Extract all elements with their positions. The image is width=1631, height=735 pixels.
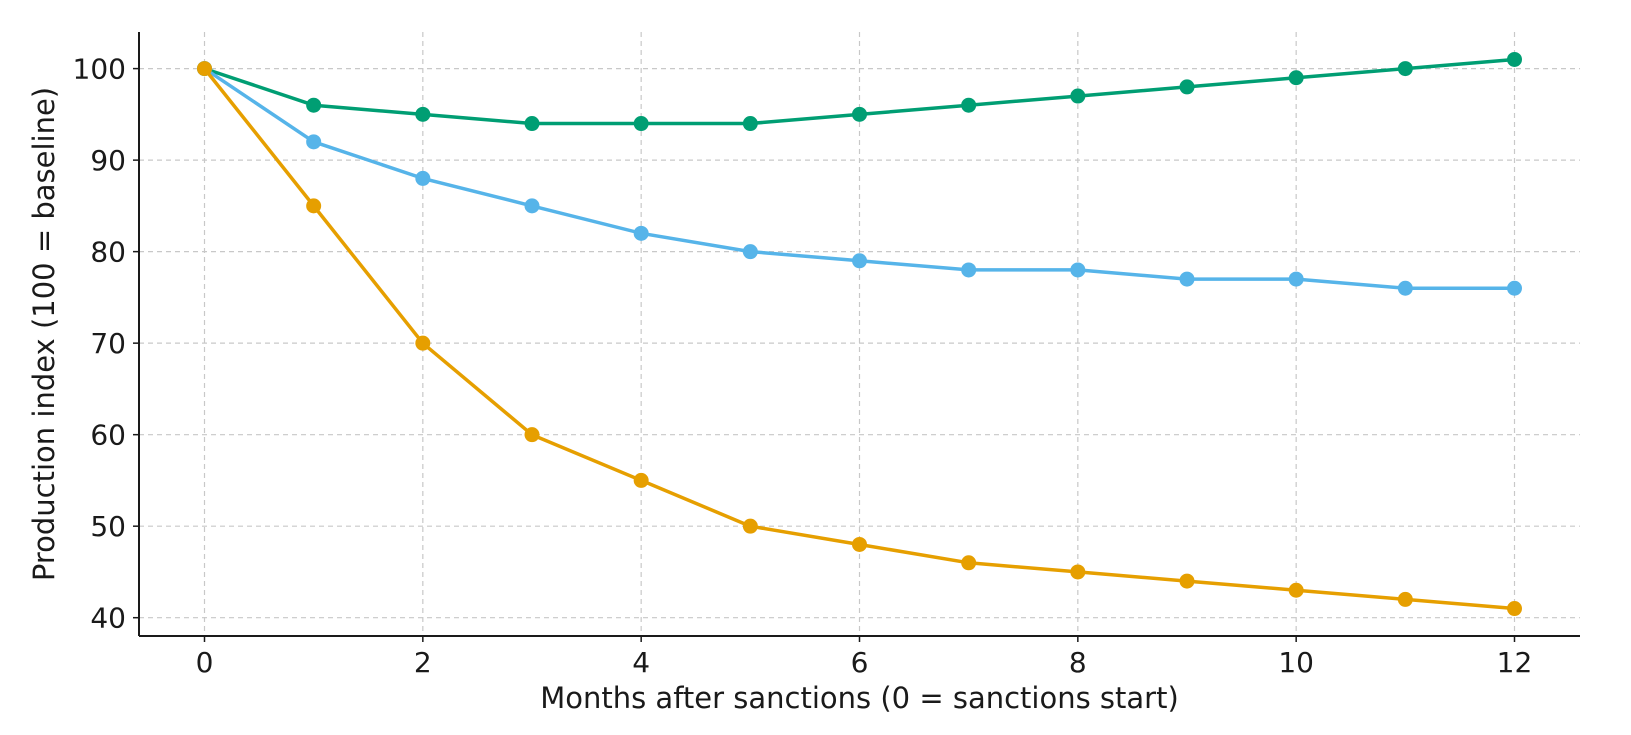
data-point bbox=[524, 198, 540, 214]
series bbox=[197, 51, 1522, 617]
data-point bbox=[633, 225, 649, 241]
x-tick-label: 0 bbox=[196, 646, 214, 679]
data-point bbox=[197, 61, 212, 77]
data-point bbox=[415, 170, 431, 186]
y-tick-label: 60 bbox=[90, 419, 126, 452]
ticks: 0 2 4 6 8 10 12 40 50 60 70 80 90 100 bbox=[73, 53, 1533, 679]
x-tick-label: 8 bbox=[1069, 646, 1087, 679]
data-point bbox=[1397, 61, 1413, 77]
data-point bbox=[1288, 582, 1304, 598]
data-point bbox=[524, 116, 540, 132]
y-tick-label: 40 bbox=[90, 602, 126, 635]
data-point bbox=[306, 198, 322, 214]
data-point bbox=[852, 253, 867, 269]
x-tick-label: 4 bbox=[632, 646, 650, 679]
data-point bbox=[1070, 262, 1086, 278]
data-point bbox=[415, 335, 431, 351]
data-point bbox=[633, 116, 649, 132]
data-point bbox=[852, 536, 867, 552]
data-point bbox=[306, 134, 322, 150]
data-point bbox=[852, 106, 867, 122]
series-group bbox=[197, 51, 1522, 132]
y-tick-label: 90 bbox=[90, 144, 126, 177]
data-point bbox=[1179, 79, 1195, 95]
data-point bbox=[1288, 70, 1304, 86]
data-point bbox=[1288, 271, 1304, 287]
y-axis-label: Production index (100 = baseline) bbox=[27, 87, 61, 581]
x-axis-label: Months after sanctions (0 = sanctions st… bbox=[540, 681, 1179, 715]
series-group bbox=[197, 61, 1522, 617]
data-point bbox=[1070, 88, 1086, 104]
data-point bbox=[1179, 573, 1195, 589]
data-point bbox=[633, 472, 649, 488]
data-point bbox=[1507, 280, 1522, 296]
data-point bbox=[1070, 564, 1086, 580]
data-point bbox=[1397, 280, 1413, 296]
data-point bbox=[742, 518, 758, 534]
y-tick-label: 100 bbox=[73, 53, 126, 86]
data-point bbox=[961, 262, 977, 278]
y-tick-label: 50 bbox=[90, 510, 126, 543]
data-point bbox=[415, 106, 431, 122]
x-tick-label: 2 bbox=[414, 646, 432, 679]
data-point bbox=[961, 555, 977, 571]
data-point bbox=[742, 244, 758, 260]
grid bbox=[139, 32, 1580, 636]
data-point bbox=[1507, 601, 1522, 617]
y-tick-label: 80 bbox=[90, 236, 126, 269]
x-tick-label: 6 bbox=[851, 646, 869, 679]
data-point bbox=[524, 427, 540, 443]
data-point bbox=[961, 97, 977, 113]
data-point bbox=[1397, 591, 1413, 607]
x-tick-label: 10 bbox=[1278, 646, 1314, 679]
data-point bbox=[1179, 271, 1195, 287]
x-tick-label: 12 bbox=[1497, 646, 1533, 679]
data-point bbox=[306, 97, 322, 113]
y-tick-label: 70 bbox=[90, 327, 126, 360]
data-point bbox=[1507, 51, 1522, 67]
data-point bbox=[742, 116, 758, 132]
